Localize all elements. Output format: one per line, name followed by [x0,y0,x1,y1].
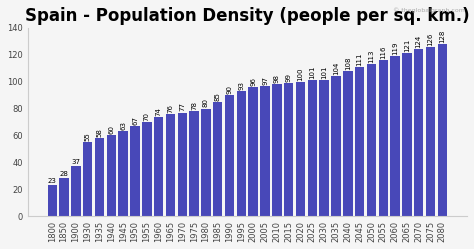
Text: 98: 98 [274,74,280,83]
Bar [213,102,222,216]
Bar [331,76,341,216]
Bar [225,95,234,216]
Text: 104: 104 [333,62,339,75]
Text: 78: 78 [191,101,197,110]
Bar [343,71,353,216]
Bar [414,49,423,216]
Bar [284,83,293,216]
Text: 126: 126 [428,32,434,46]
Bar [118,131,128,216]
Bar [83,142,92,216]
Bar [178,113,187,216]
Text: 63: 63 [120,121,126,130]
Bar [142,122,152,216]
Bar [248,87,258,216]
Text: 124: 124 [416,35,422,48]
Bar [367,64,376,216]
Text: 101: 101 [310,66,315,79]
Text: 58: 58 [97,128,102,137]
Text: 67: 67 [132,116,138,125]
Text: 101: 101 [321,66,327,79]
Bar [319,80,329,216]
Title: Spain - Population Density (people per sq. km.): Spain - Population Density (people per s… [25,7,470,25]
Bar [438,44,447,216]
Bar [260,86,270,216]
Text: 93: 93 [238,81,245,90]
Text: 28: 28 [60,171,69,177]
Bar [296,82,305,216]
Text: 128: 128 [439,30,446,43]
Bar [402,54,411,216]
Text: 70: 70 [144,112,150,121]
Text: 113: 113 [368,50,374,63]
Bar [59,179,69,216]
Bar [355,67,365,216]
Text: 23: 23 [48,178,57,184]
Bar [166,114,175,216]
Text: 116: 116 [380,46,386,59]
Bar [47,185,57,216]
Text: 99: 99 [286,73,292,82]
Bar [95,138,104,216]
Bar [201,109,210,216]
Text: © theglobalgraph.com: © theglobalgraph.com [392,7,465,13]
Text: 37: 37 [72,159,81,165]
Text: 76: 76 [167,104,173,113]
Text: 97: 97 [262,76,268,85]
Text: 60: 60 [109,125,114,134]
Text: 96: 96 [250,77,256,86]
Bar [154,117,164,216]
Bar [71,166,81,216]
Bar [130,126,140,216]
Text: 80: 80 [203,98,209,108]
Text: 108: 108 [345,56,351,70]
Bar [237,91,246,216]
Text: 111: 111 [356,52,363,66]
Bar [272,84,282,216]
Text: 85: 85 [215,92,221,101]
Text: 119: 119 [392,42,398,55]
Bar [190,111,199,216]
Text: 55: 55 [85,132,91,141]
Text: 74: 74 [155,107,162,116]
Text: 121: 121 [404,39,410,52]
Text: 77: 77 [179,103,185,112]
Text: 90: 90 [227,85,233,94]
Bar [308,80,317,216]
Bar [426,47,435,216]
Bar [107,135,116,216]
Text: 100: 100 [298,67,303,81]
Bar [379,60,388,216]
Bar [390,56,400,216]
